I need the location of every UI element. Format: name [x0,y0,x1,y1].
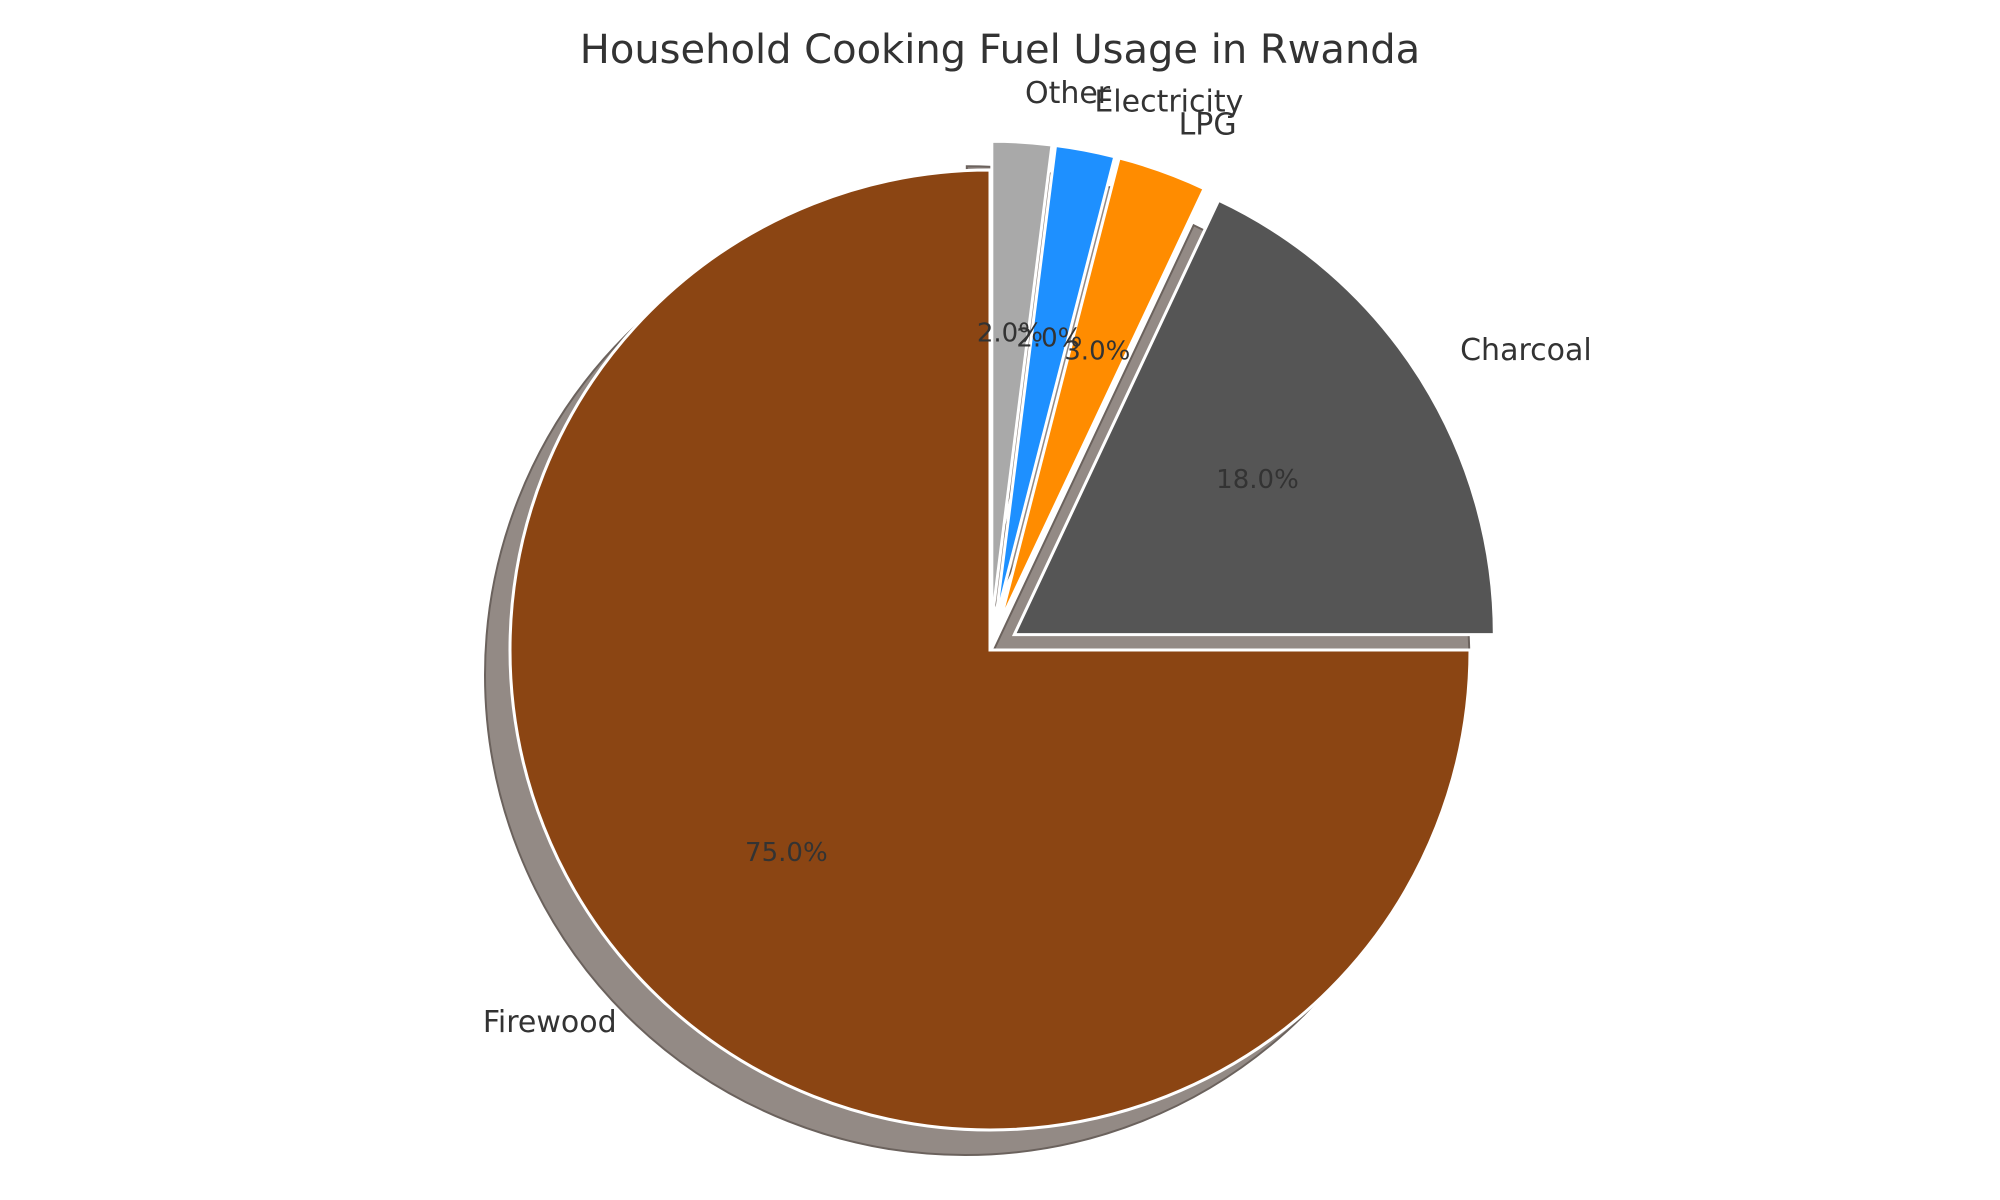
pie-slice-lpg [998,156,1207,624]
pie-slice-firewood [508,168,1472,1132]
label-layer: Firewood 75.0% Charcoal 18.0% LPG 3.0% Electri… [483,76,1592,1040]
slice-pct-label-other: 2.0% [977,318,1043,348]
pie-slice-other [990,139,1054,622]
chart-title: Household Cooking Fuel Usage in Rwanda [580,27,1420,73]
slice-label-other: Other [1025,76,1111,111]
slice-pct-label-firewood: 75.0% [745,838,828,868]
pie-slice-electricity [993,143,1117,623]
slice-label-electricity: Electricity [1094,85,1243,120]
slice-pct-label-lpg: 3.0% [1064,336,1130,366]
slice-pct-label-electricity: 2.0% [1016,323,1082,353]
slice-pct-label-charcoal: 18.0% [1216,465,1299,495]
slice-label-firewood: Firewood [483,1005,617,1040]
slice-label-charcoal: Charcoal [1460,333,1592,368]
pie-slice-charcoal [1011,198,1496,637]
slice-layer [508,139,1496,1132]
slice-label-lpg: LPG [1179,108,1237,143]
